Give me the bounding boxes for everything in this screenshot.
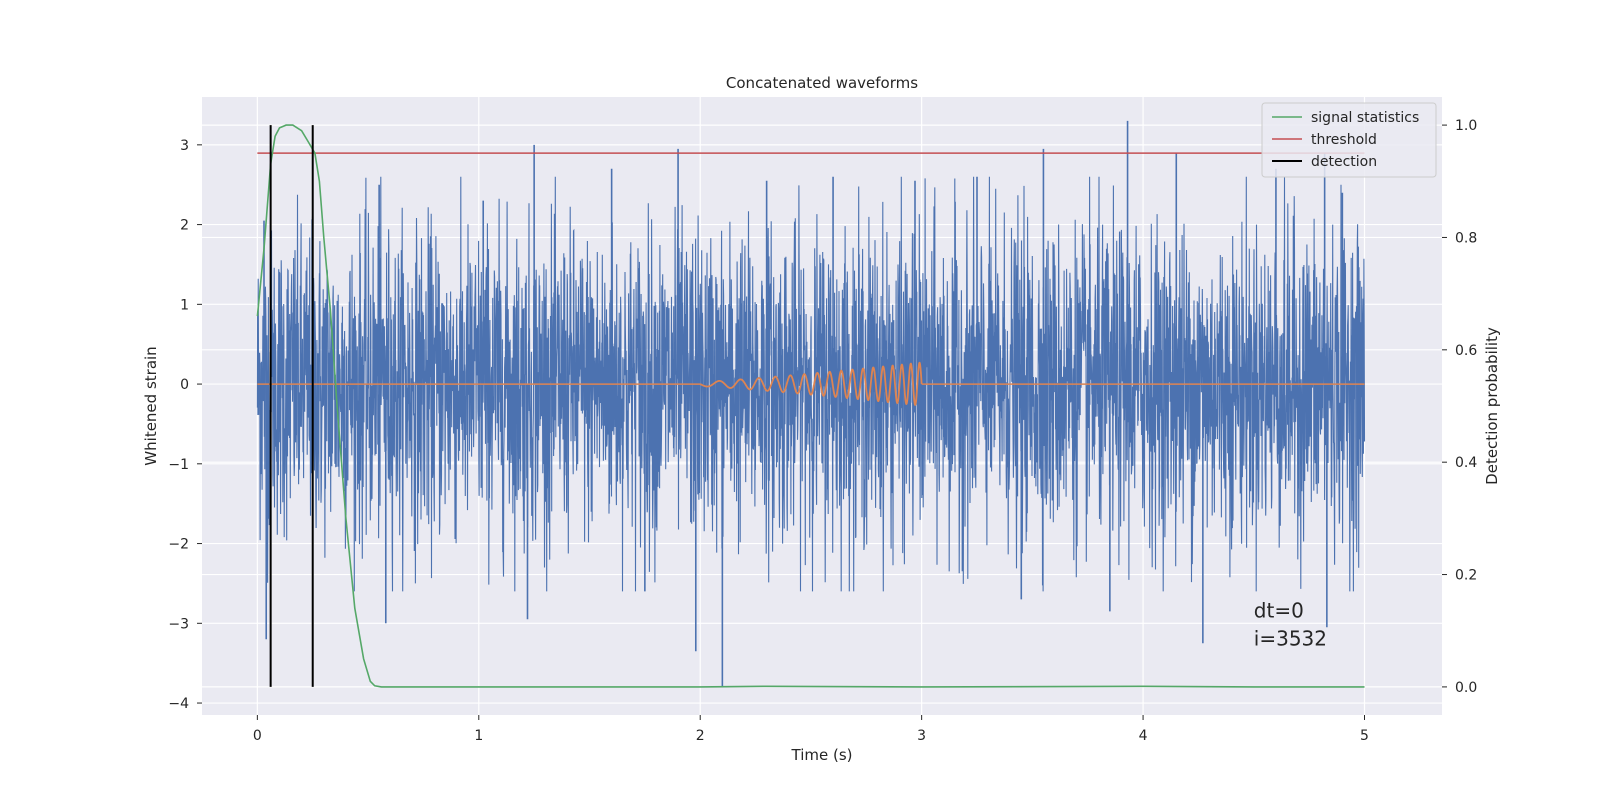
legend-label-signal-statistics: signal statistics <box>1311 110 1419 126</box>
annotation-dt: dt=0 <box>1254 598 1304 622</box>
x-axis-ticks: 0 1 2 3 4 5 <box>253 715 1369 744</box>
y-axis-label: Whitened strain <box>142 346 160 465</box>
y2-tick-label: 1.0 <box>1455 118 1477 134</box>
whitened-strain-series <box>256 176 1366 592</box>
y2-tick-label: 0.8 <box>1455 230 1477 246</box>
y-axis-ticks: −4 −3 −2 −1 0 1 2 3 <box>168 138 202 712</box>
y-tick-label: −1 <box>168 457 189 473</box>
strain-spikes <box>263 120 1344 688</box>
legend: signal statistics threshold detection <box>1261 102 1437 178</box>
y-tick-label: 2 <box>180 218 189 234</box>
x-axis-label: Time (s) <box>791 746 853 764</box>
y-tick-label: −4 <box>168 696 189 712</box>
y2-tick-label: 0.6 <box>1455 343 1477 359</box>
injected-chirp-series <box>699 361 923 406</box>
y2-tick-label: 0.4 <box>1455 455 1477 471</box>
x-tick-label: 1 <box>474 728 483 744</box>
legend-box <box>1261 102 1437 178</box>
x-tick-label: 4 <box>1139 728 1148 744</box>
y2-tick-label: 0.2 <box>1455 568 1477 584</box>
legend-label-threshold: threshold <box>1311 132 1377 148</box>
y2-axis-ticks: 0.0 0.2 0.4 0.6 0.8 1.0 <box>1442 118 1477 696</box>
x-tick-label: 2 <box>696 728 705 744</box>
annotation: dt=0 i=3532 <box>1254 598 1327 650</box>
y-tick-label: 3 <box>180 138 189 154</box>
signal-statistics-line <box>256 124 1365 688</box>
x-tick-label: 0 <box>253 728 262 744</box>
y-tick-label: 0 <box>180 377 189 393</box>
legend-label-detection: detection <box>1311 154 1377 170</box>
x-tick-label: 3 <box>917 728 926 744</box>
x-tick-label: 5 <box>1360 728 1369 744</box>
y2-tick-label: 0.0 <box>1455 680 1477 696</box>
y-tick-label: 1 <box>180 297 189 313</box>
annotation-index: i=3532 <box>1254 626 1327 650</box>
y-tick-label: −2 <box>168 537 189 553</box>
series-layer <box>256 120 1366 688</box>
y-tick-label: −3 <box>168 616 189 632</box>
y2-axis-label: Detection probability <box>1483 327 1501 485</box>
chart-title: Concatenated waveforms <box>726 74 918 92</box>
